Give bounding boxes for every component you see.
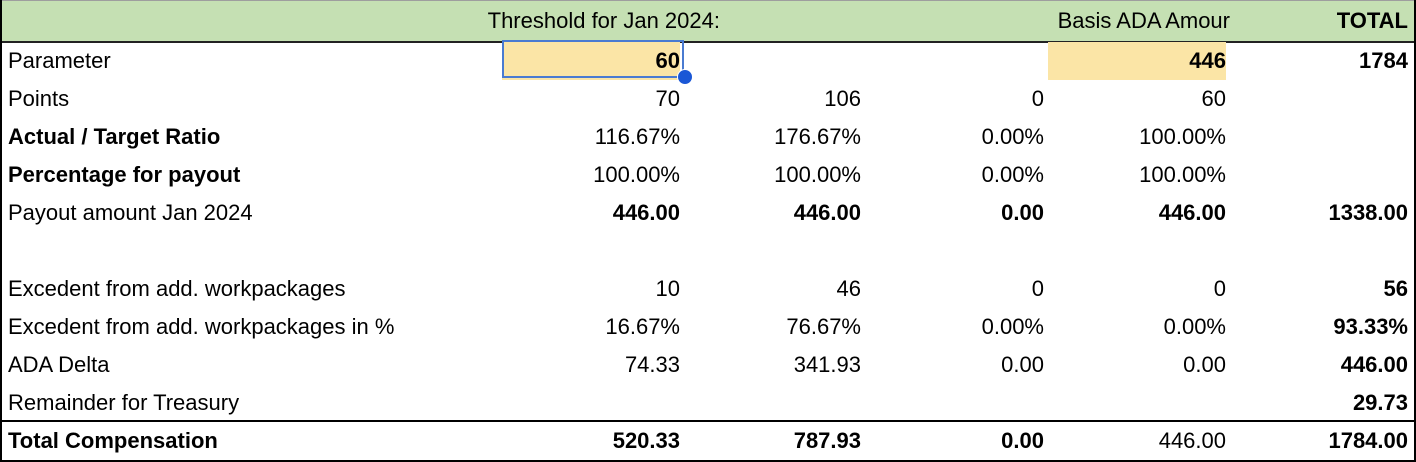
table-cell[interactable]: 46 xyxy=(836,276,861,301)
table-cell[interactable]: 0 xyxy=(1213,276,1226,301)
table-cell[interactable]: 1338.00 xyxy=(1328,200,1408,225)
table-cell[interactable]: 60 xyxy=(1201,86,1226,111)
table-cell[interactable]: 76.67% xyxy=(786,314,861,339)
table-cell[interactable]: 0.00 xyxy=(1183,352,1226,377)
fill-handle[interactable] xyxy=(677,69,693,85)
parameter-basis-cell[interactable]: 446 xyxy=(1048,42,1226,80)
table-cell[interactable]: 446.00 xyxy=(1340,352,1408,377)
table-cell[interactable]: 520.33 xyxy=(612,428,680,453)
table-cell[interactable]: 93.33% xyxy=(1333,314,1408,339)
table-cell[interactable]: 100.00% xyxy=(1139,162,1226,187)
table-cell[interactable]: 56 xyxy=(1383,276,1408,301)
table-row-excedent: Excedent from add. workpackages 10 46 0 … xyxy=(2,270,1414,308)
table-cell[interactable]: 10 xyxy=(655,276,680,301)
table-cell[interactable]: 29.73 xyxy=(1352,390,1408,415)
table-row-ratio: Actual / Target Ratio 116.67% 176.67% 0.… xyxy=(2,118,1414,156)
table-cell[interactable]: 100.00% xyxy=(593,162,680,187)
row-label[interactable]: ADA Delta xyxy=(8,352,110,377)
table-cell[interactable]: 0.00% xyxy=(981,162,1044,187)
table-cell[interactable]: 0.00 xyxy=(1001,428,1044,453)
table-cell[interactable]: 0.00% xyxy=(1163,314,1226,339)
parameter-threshold-cell[interactable]: 60 xyxy=(502,42,680,80)
table-cell[interactable]: 16.67% xyxy=(605,314,680,339)
total-header-cell[interactable]: TOTAL xyxy=(1336,8,1408,33)
table-cell[interactable]: 341.93 xyxy=(793,352,861,377)
table-row-remainder: Remainder for Treasury 29.73 xyxy=(2,384,1414,422)
table-cell[interactable]: 100.00% xyxy=(774,162,861,187)
table-cell[interactable]: 70 xyxy=(655,86,680,111)
table-cell[interactable]: 787.93 xyxy=(793,428,861,453)
cell-selection-outline xyxy=(502,40,684,78)
row-label[interactable]: Parameter xyxy=(8,48,111,73)
table-cell[interactable]: 446.00 xyxy=(1158,428,1226,453)
table-row-total-compensation: Total Compensation 520.33 787.93 0.00 44… xyxy=(2,420,1414,460)
table-row-empty[interactable] xyxy=(2,232,1414,270)
table-cell[interactable]: 0.00 xyxy=(1001,200,1044,225)
table-cell[interactable]: 446.00 xyxy=(793,200,861,225)
row-label[interactable]: Actual / Target Ratio xyxy=(8,124,221,149)
table-cell[interactable]: 0.00 xyxy=(1001,352,1044,377)
header-row: Threshold for Jan 2024: Basis ADA Amour … xyxy=(2,0,1414,43)
table-row-points: Points 70 106 0 60 xyxy=(2,80,1414,118)
row-label[interactable]: Remainder for Treasury xyxy=(8,390,240,415)
table-cell[interactable]: 100.00% xyxy=(1139,124,1226,149)
table-cell[interactable]: 446.00 xyxy=(612,200,680,225)
row-label[interactable]: Total Compensation xyxy=(8,428,218,453)
table-row-ada-delta: ADA Delta 74.33 341.93 0.00 0.00 446.00 xyxy=(2,346,1414,384)
table-cell[interactable]: 74.33 xyxy=(624,352,680,377)
threshold-header-cell[interactable]: Threshold for Jan 2024: xyxy=(487,8,720,33)
table-cell[interactable]: 116.67% xyxy=(594,124,680,149)
table-cell[interactable]: 446.00 xyxy=(1158,200,1226,225)
table-cell[interactable]: 106 xyxy=(824,86,861,111)
table-cell[interactable]: 0 xyxy=(1031,276,1044,301)
table-row-parameter: Parameter 60 446 1784 xyxy=(2,42,1414,80)
parameter-total-cell[interactable]: 1784 xyxy=(1359,48,1408,73)
row-label[interactable]: Excedent from add. workpackages xyxy=(8,276,346,301)
table-cell[interactable]: 0 xyxy=(1031,86,1044,111)
row-label[interactable]: Excedent from add. workpackages in % xyxy=(8,314,395,339)
table-cell[interactable]: 0.00% xyxy=(981,124,1044,149)
table-cell[interactable]: 176.67% xyxy=(774,124,861,149)
row-label[interactable]: Points xyxy=(8,86,70,111)
basis-header-cell[interactable]: Basis ADA Amour xyxy=(1057,8,1230,33)
table-row-percentage: Percentage for payout 100.00% 100.00% 0.… xyxy=(2,156,1414,194)
table-cell[interactable]: 1784.00 xyxy=(1328,428,1408,453)
row-label[interactable]: Payout amount Jan 2024 xyxy=(8,200,253,225)
table-row-payout: Payout amount Jan 2024 446.00 446.00 0.0… xyxy=(2,194,1414,232)
row-label[interactable]: Percentage for payout xyxy=(8,162,241,187)
table-row-excedent-pct: Excedent from add. workpackages in % 16.… xyxy=(2,308,1414,346)
table-cell[interactable]: 0.00% xyxy=(981,314,1044,339)
